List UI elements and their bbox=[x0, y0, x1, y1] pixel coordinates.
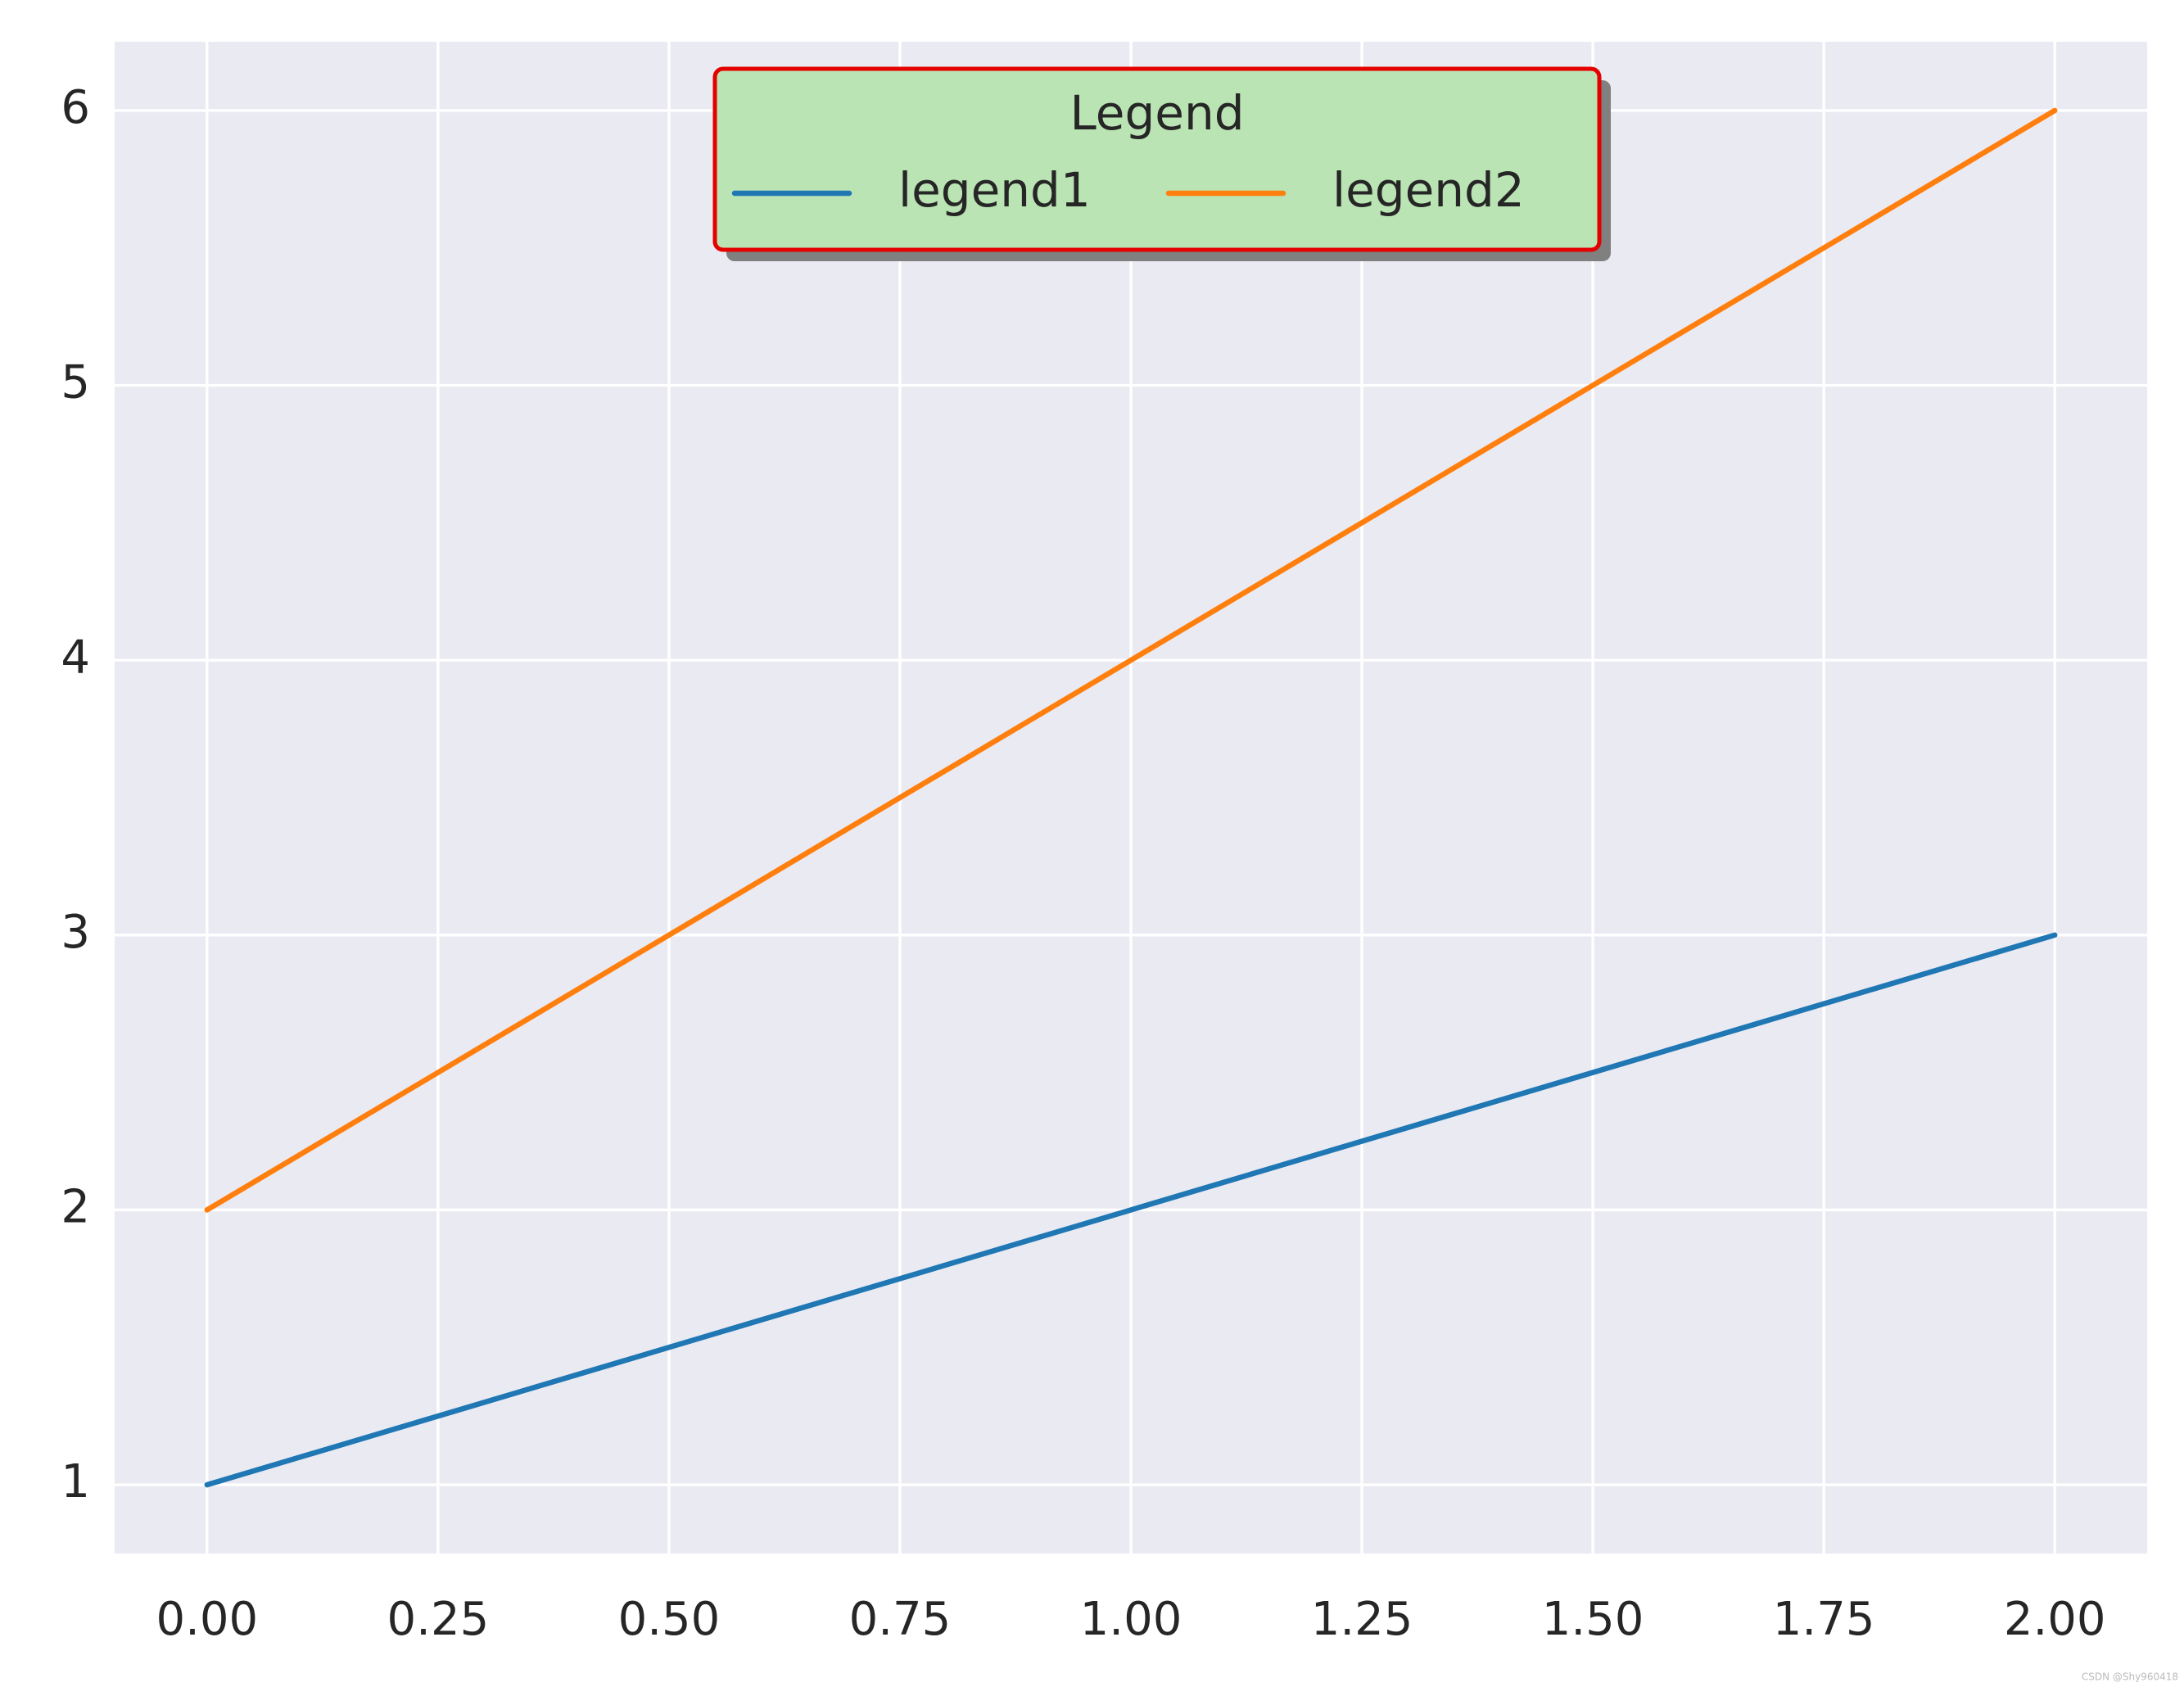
x-tick-label: 0.50 bbox=[618, 1593, 721, 1646]
legend-box bbox=[712, 66, 1602, 252]
data-line bbox=[204, 107, 2058, 1213]
watermark: CSDN @Shy960418 bbox=[2082, 1671, 2178, 1683]
x-tick-label: 0.25 bbox=[387, 1593, 490, 1646]
x-tick-label: 1.75 bbox=[1773, 1593, 1875, 1646]
x-tick-label: 0.00 bbox=[156, 1593, 258, 1646]
x-tick-label: 1.25 bbox=[1311, 1593, 1413, 1646]
x-tick-label: 1.00 bbox=[1080, 1593, 1182, 1646]
legend-label: legend2 bbox=[1332, 162, 1525, 218]
legend-label: legend1 bbox=[898, 162, 1091, 218]
x-tick-label: 0.75 bbox=[849, 1593, 952, 1646]
y-tick-label: 1 bbox=[61, 1455, 90, 1508]
y-tick-label: 4 bbox=[61, 631, 90, 684]
x-tick-label: 1.50 bbox=[1542, 1593, 1644, 1646]
y-tick-label: 6 bbox=[61, 81, 90, 134]
y-tick-label: 3 bbox=[61, 906, 90, 959]
data-line bbox=[204, 932, 2058, 1488]
x-tick-label: 2.00 bbox=[2004, 1593, 2106, 1646]
y-tick-label: 2 bbox=[61, 1181, 90, 1234]
y-tick-label: 5 bbox=[61, 356, 90, 409]
legend-title: Legend bbox=[1069, 85, 1244, 141]
